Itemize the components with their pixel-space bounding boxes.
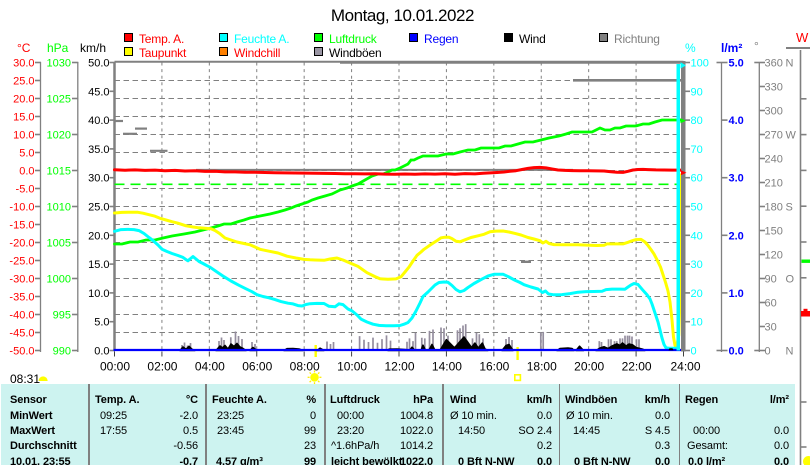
svg-text:1020: 1020	[47, 130, 71, 142]
svg-text:W: W	[786, 130, 797, 142]
svg-text:1025: 1025	[47, 94, 71, 106]
svg-text:20.0: 20.0	[88, 230, 109, 242]
svg-text:0: 0	[691, 346, 697, 358]
svg-text:00:00: 00:00	[100, 360, 130, 374]
svg-text:50: 50	[691, 202, 703, 214]
svg-text:70: 70	[691, 144, 703, 156]
svg-text:50.0: 50.0	[88, 58, 109, 70]
svg-text:N: N	[786, 346, 794, 358]
svg-text:02:00: 02:00	[147, 360, 177, 374]
svg-text:24:00: 24:00	[670, 360, 700, 374]
svg-text:90: 90	[691, 86, 703, 98]
svg-text:-45.0: -45.0	[9, 328, 34, 340]
svg-text:20.0: 20.0	[13, 94, 34, 106]
svg-text:0: 0	[765, 346, 771, 358]
svg-text:10:00: 10:00	[337, 360, 367, 374]
svg-text:240: 240	[765, 154, 783, 166]
svg-text:-35.0: -35.0	[9, 292, 34, 304]
svg-text:-50.0: -50.0	[9, 346, 34, 358]
svg-text:1000: 1000	[47, 274, 71, 286]
svg-text:1015: 1015	[47, 166, 71, 178]
svg-text:150: 150	[765, 226, 783, 238]
svg-text:18:00: 18:00	[527, 360, 557, 374]
svg-text:5.0: 5.0	[729, 58, 744, 70]
svg-text:14:00: 14:00	[432, 360, 462, 374]
svg-text:2.0: 2.0	[729, 230, 744, 242]
svg-text:995: 995	[53, 310, 71, 322]
svg-text:180: 180	[765, 202, 783, 214]
svg-text:0.0: 0.0	[19, 166, 34, 178]
svg-text:3.0: 3.0	[729, 173, 744, 185]
svg-text:22:00: 22:00	[622, 360, 652, 374]
svg-text:330: 330	[765, 82, 783, 94]
svg-text:30: 30	[691, 259, 703, 271]
svg-text:-20.0: -20.0	[9, 238, 34, 250]
svg-text:45.0: 45.0	[88, 86, 109, 98]
svg-text:30.0: 30.0	[13, 58, 34, 70]
svg-text:30.0: 30.0	[88, 173, 109, 185]
svg-text:20:00: 20:00	[574, 360, 604, 374]
svg-text:210: 210	[765, 178, 783, 190]
svg-text:-15.0: -15.0	[9, 220, 34, 232]
svg-text:10.0: 10.0	[88, 288, 109, 300]
svg-text:360: 360	[765, 58, 783, 70]
svg-text:300: 300	[765, 106, 783, 118]
svg-text:16:00: 16:00	[479, 360, 509, 374]
svg-text:N: N	[786, 58, 794, 70]
svg-text:08:00: 08:00	[290, 360, 320, 374]
svg-text:25.0: 25.0	[88, 202, 109, 214]
svg-text:1005: 1005	[47, 238, 71, 250]
svg-text:90: 90	[765, 274, 777, 286]
svg-text:15.0: 15.0	[13, 112, 34, 124]
svg-text:20: 20	[691, 288, 703, 300]
svg-text:1010: 1010	[47, 202, 71, 214]
svg-text:-10.0: -10.0	[9, 202, 34, 214]
svg-text:0.0: 0.0	[94, 346, 109, 358]
svg-text:S: S	[786, 202, 793, 214]
svg-text:40: 40	[691, 230, 703, 242]
svg-text:120: 120	[765, 250, 783, 262]
svg-text:-5.0: -5.0	[16, 184, 35, 196]
svg-text:12:00: 12:00	[384, 360, 414, 374]
svg-text:35.0: 35.0	[88, 144, 109, 156]
svg-text:270: 270	[765, 130, 783, 142]
svg-text:1030: 1030	[47, 58, 71, 70]
svg-text:10.0: 10.0	[13, 130, 34, 142]
svg-text:30: 30	[765, 322, 777, 334]
svg-text:-25.0: -25.0	[9, 256, 34, 268]
svg-text:25.0: 25.0	[13, 76, 34, 88]
svg-text:60: 60	[765, 298, 777, 310]
svg-text:60: 60	[691, 173, 703, 185]
svg-text:5.0: 5.0	[94, 317, 109, 329]
svg-text:1.0: 1.0	[729, 288, 744, 300]
svg-text:40.0: 40.0	[88, 115, 109, 127]
svg-text:10: 10	[691, 317, 703, 329]
svg-text:O: O	[786, 274, 795, 286]
svg-text:15.0: 15.0	[88, 259, 109, 271]
svg-text:0.0: 0.0	[729, 346, 744, 358]
svg-text:06:00: 06:00	[242, 360, 272, 374]
svg-text:4.0: 4.0	[729, 115, 744, 127]
svg-text:100: 100	[691, 58, 709, 70]
svg-text:80: 80	[691, 115, 703, 127]
svg-text:990: 990	[53, 346, 71, 358]
svg-text:-40.0: -40.0	[9, 310, 34, 322]
svg-text:5.0: 5.0	[19, 148, 34, 160]
svg-text:-30.0: -30.0	[9, 274, 34, 286]
svg-text:04:00: 04:00	[195, 360, 225, 374]
